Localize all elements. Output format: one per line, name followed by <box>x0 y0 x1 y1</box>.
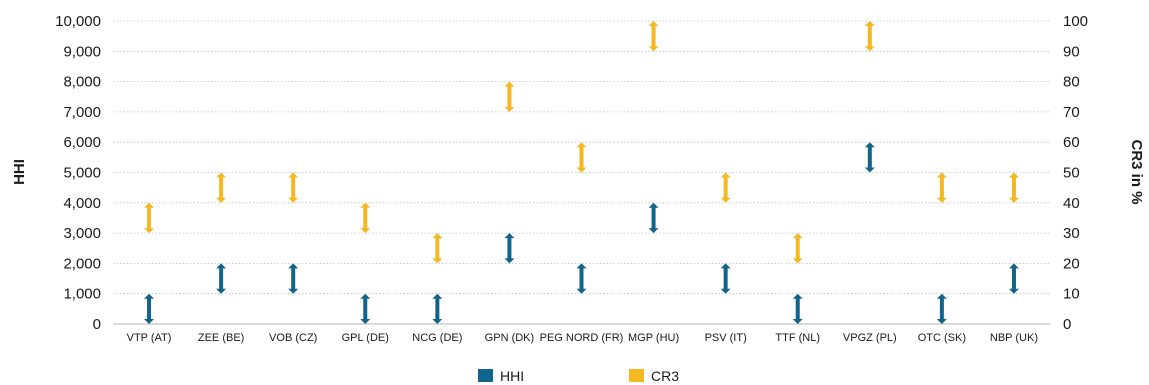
right-tick-label: 90 <box>1063 43 1080 60</box>
right-tick-label: 60 <box>1063 134 1080 151</box>
left-tick-label: 0 <box>93 316 101 333</box>
category-label: PEG NORD (FR) <box>540 332 624 344</box>
cr3-range-mark <box>144 202 155 234</box>
category-label: VOB (CZ) <box>269 332 317 344</box>
cr3-range-mark <box>864 21 875 52</box>
left-tick-label: 1,000 <box>63 286 101 303</box>
category-label: GPN (DK) <box>485 332 535 344</box>
category-label: MGP (HU) <box>628 332 679 344</box>
right-tick-label: 100 <box>1063 13 1088 30</box>
cr3-range-mark <box>720 172 731 203</box>
hhi-range-mark <box>432 293 443 324</box>
left-tick-label: 10,000 <box>55 13 101 30</box>
hhi-range-mark <box>576 263 587 294</box>
right-tick-label: 70 <box>1063 104 1080 121</box>
left-tick-label: 2,000 <box>63 255 101 272</box>
category-label: PSV (IT) <box>705 332 747 344</box>
category-label: VTP (AT) <box>127 332 172 344</box>
right-axis-title: CR3 in % <box>1128 139 1145 204</box>
range-marks <box>144 21 1019 324</box>
hhi-range-mark <box>216 263 227 294</box>
cr3-range-mark <box>648 21 659 52</box>
hhi-range-mark <box>360 293 371 324</box>
cr3-range-mark <box>936 172 947 203</box>
category-label: ZEE (BE) <box>198 332 244 344</box>
legend: HHI CR3 <box>478 368 679 384</box>
hhi-range-mark <box>648 202 659 234</box>
cr3-range-mark <box>360 202 371 234</box>
hhi-range-mark <box>1008 263 1019 294</box>
cr3-range-mark <box>216 172 227 203</box>
right-tick-label: 20 <box>1063 255 1080 272</box>
legend-swatch-cr3 <box>629 369 644 382</box>
cr3-range-mark <box>576 142 587 173</box>
hhi-range-mark <box>504 233 515 264</box>
cr3-range-mark <box>792 233 803 264</box>
cr3-range-mark <box>504 81 515 112</box>
legend-swatch-hhi <box>478 369 493 382</box>
right-tick-label: 10 <box>1063 286 1080 303</box>
category-label: NCG (DE) <box>412 332 462 344</box>
right-tick-label: 40 <box>1063 195 1080 212</box>
left-tick-label: 3,000 <box>63 225 101 242</box>
left-axis-ticks: 0 1,000 2,000 3,000 4,000 5,000 6,000 7,000 8,00… <box>55 13 101 333</box>
left-tick-label: 9,000 <box>63 43 101 60</box>
cr3-range-mark <box>1008 172 1019 203</box>
left-tick-label: 8,000 <box>63 74 101 91</box>
legend-label-cr3: CR3 <box>651 368 679 384</box>
right-tick-label: 30 <box>1063 225 1080 242</box>
hhi-range-mark <box>288 263 299 294</box>
left-axis-title: HHI <box>11 159 28 185</box>
right-axis-ticks: 0 10 20 30 40 50 60 70 80 90 100 <box>1063 13 1088 333</box>
category-label: VPGZ (PL) <box>843 332 897 344</box>
category-labels: VTP (AT) ZEE (BE) VOB (CZ) GPL (DE) NCG (DE)… <box>127 332 1038 344</box>
category-label: OTC (SK) <box>918 332 966 344</box>
hhi-range-mark <box>864 142 875 173</box>
category-label: NBP (UK) <box>990 332 1038 344</box>
right-tick-label: 50 <box>1063 165 1080 182</box>
gridlines <box>113 20 1050 325</box>
right-tick-label: 0 <box>1063 316 1071 333</box>
cr3-range-mark <box>432 233 443 264</box>
hhi-range-mark <box>720 263 731 294</box>
cr3-range-mark <box>288 172 299 203</box>
left-tick-label: 5,000 <box>63 165 101 182</box>
category-label: TTF (NL) <box>775 332 820 344</box>
hhi-range-mark <box>792 293 803 324</box>
hhi-range-mark <box>936 293 947 324</box>
hhi-range-mark <box>144 293 155 324</box>
left-tick-label: 6,000 <box>63 134 101 151</box>
category-label: GPL (DE) <box>342 332 389 344</box>
right-tick-label: 80 <box>1063 74 1080 91</box>
left-tick-label: 4,000 <box>63 195 101 212</box>
legend-label-hhi: HHI <box>500 368 524 384</box>
left-tick-label: 7,000 <box>63 104 101 121</box>
